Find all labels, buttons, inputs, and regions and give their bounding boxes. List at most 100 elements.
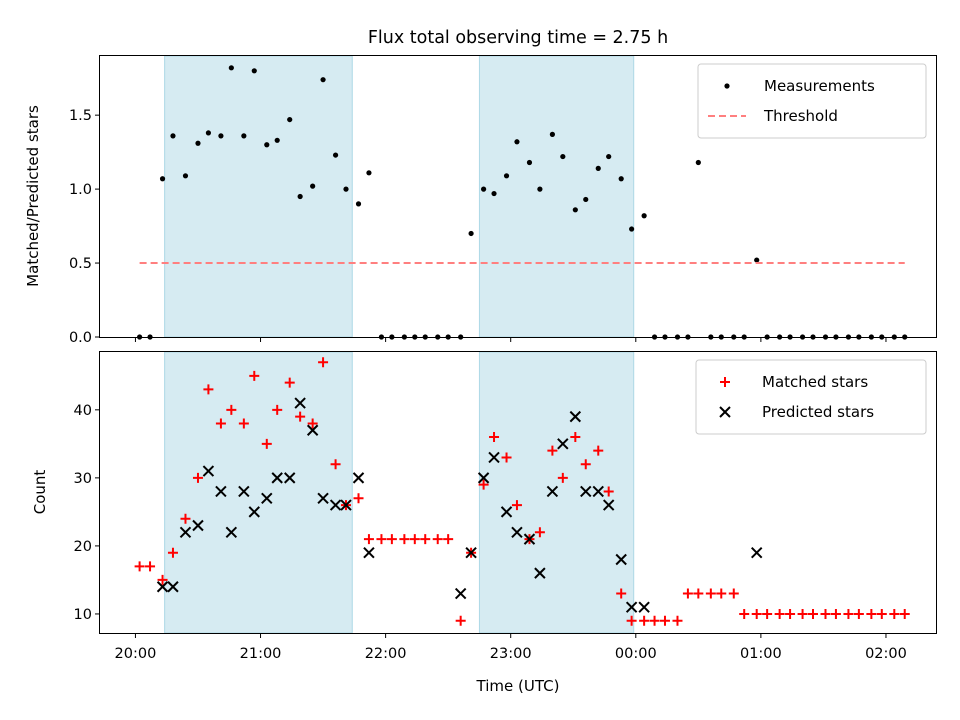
matched-star-point bbox=[409, 534, 420, 545]
predicted-star-point bbox=[546, 485, 559, 498]
predicted-star-point bbox=[511, 526, 523, 539]
legend-label: Predicted stars bbox=[762, 403, 874, 421]
predicted-star-point bbox=[238, 485, 250, 498]
observing-window-1 bbox=[164, 351, 353, 634]
measurement-point bbox=[218, 133, 224, 139]
matched-star-point bbox=[534, 527, 545, 538]
matched-star-point bbox=[693, 588, 704, 599]
count-legend: Matched stars Predicted stars bbox=[695, 359, 927, 435]
matched-star-point bbox=[376, 534, 387, 545]
ratio-legend: Measurements Threshold bbox=[697, 63, 927, 139]
predicted-star-point bbox=[454, 587, 467, 600]
y-tick-label: 20 bbox=[74, 539, 92, 555]
measurement-point bbox=[695, 159, 701, 166]
matched-star-point bbox=[820, 608, 831, 619]
x-tick-label: 00:00 bbox=[615, 646, 657, 662]
predicted-star-point bbox=[602, 499, 615, 511]
matched-star-point bbox=[386, 534, 397, 545]
measurement-point bbox=[641, 213, 647, 219]
matched-star-point bbox=[603, 486, 614, 497]
y-tick-label: 10 bbox=[74, 607, 92, 623]
y-tick-label: 40 bbox=[74, 403, 92, 419]
measurement-point bbox=[503, 173, 510, 179]
measurement-point bbox=[366, 170, 372, 176]
measurement-point bbox=[241, 133, 247, 139]
matched-star-point bbox=[547, 445, 558, 456]
predicted-star-point bbox=[225, 526, 238, 539]
measurement-point bbox=[583, 196, 589, 203]
matched-star-point bbox=[261, 438, 272, 449]
matched-star-point bbox=[899, 608, 910, 619]
measurement-point bbox=[560, 153, 566, 160]
measurement-point bbox=[297, 193, 303, 200]
measurement-point bbox=[355, 201, 362, 207]
matched-star-point bbox=[682, 588, 693, 599]
observing-window-2 bbox=[478, 351, 635, 634]
legend-dot-icon bbox=[724, 83, 730, 89]
matched-star-point bbox=[716, 588, 727, 599]
matched-star-point bbox=[762, 608, 773, 619]
predicted-star-point bbox=[329, 499, 342, 511]
predicted-star-point bbox=[284, 472, 296, 484]
matched-star-point bbox=[203, 384, 214, 395]
measurement-point bbox=[182, 173, 189, 179]
x-tick-label: 21:00 bbox=[240, 646, 282, 662]
x-tick-label: 01:00 bbox=[740, 646, 782, 662]
matched-star-point bbox=[180, 513, 191, 524]
predicted-star-point bbox=[294, 397, 306, 409]
measurement-point bbox=[606, 153, 612, 160]
measurement-point bbox=[595, 165, 601, 171]
predicted-star-point bbox=[248, 506, 260, 518]
matched-star-point bbox=[192, 472, 203, 483]
matched-star-point bbox=[432, 534, 443, 545]
predicted-star-point bbox=[557, 438, 569, 450]
measurement-point bbox=[228, 65, 234, 71]
matched-star-point bbox=[659, 615, 670, 626]
legend-label: Measurements bbox=[764, 77, 875, 95]
x-axis-label: Time (UTC) bbox=[476, 677, 560, 695]
matched-star-point bbox=[866, 608, 877, 619]
predicted-star-point bbox=[477, 472, 490, 484]
matched-star-point bbox=[774, 608, 785, 619]
matched-star-point bbox=[616, 588, 627, 599]
measurement-point bbox=[618, 176, 624, 182]
predicted-star-point bbox=[271, 472, 283, 484]
measurement-point bbox=[310, 183, 316, 189]
measurement-point bbox=[468, 230, 474, 237]
matched-star-point bbox=[478, 479, 489, 490]
predicted-star-point bbox=[625, 601, 638, 613]
matched-star-point bbox=[226, 404, 237, 415]
matched-star-point bbox=[295, 411, 306, 422]
predicted-star-point bbox=[317, 492, 329, 504]
predicted-star-point bbox=[167, 581, 179, 593]
matched-star-point bbox=[455, 615, 466, 626]
measurement-point bbox=[481, 186, 487, 192]
y-tick-label: 1.0 bbox=[69, 182, 92, 198]
measurement-point bbox=[549, 131, 555, 137]
count-plot-frame bbox=[99, 351, 937, 634]
chart-title: Flux total observing time = 2.75 h bbox=[368, 28, 668, 48]
measurement-point bbox=[287, 116, 293, 123]
measurement-point bbox=[491, 190, 497, 197]
observing-window-1 bbox=[164, 55, 353, 338]
matched-star-point bbox=[134, 561, 145, 572]
matched-star-point bbox=[399, 534, 410, 545]
matched-star-point bbox=[157, 574, 168, 585]
measurement-point bbox=[264, 142, 270, 148]
predicted-star-point bbox=[569, 410, 582, 423]
matched-star-point bbox=[249, 370, 260, 381]
count-panel: 10 20 30 40 20:00 21:00 22:00 23:00 00:00 01:00 0… bbox=[31, 351, 937, 695]
predicted-star-point bbox=[580, 485, 592, 498]
measurement-point bbox=[514, 139, 520, 145]
y-tick-label: 0.5 bbox=[69, 256, 92, 272]
matched-star-point bbox=[889, 608, 900, 619]
matched-star-point bbox=[797, 608, 808, 619]
measurement-point bbox=[195, 140, 201, 146]
predicted-star-point bbox=[363, 547, 375, 559]
measurement-point bbox=[537, 186, 543, 192]
matched-star-point bbox=[626, 615, 637, 626]
predicted-star-point bbox=[352, 472, 365, 484]
measurement-point bbox=[320, 77, 326, 83]
matched-star-point bbox=[639, 615, 650, 626]
legend-box bbox=[695, 359, 927, 435]
